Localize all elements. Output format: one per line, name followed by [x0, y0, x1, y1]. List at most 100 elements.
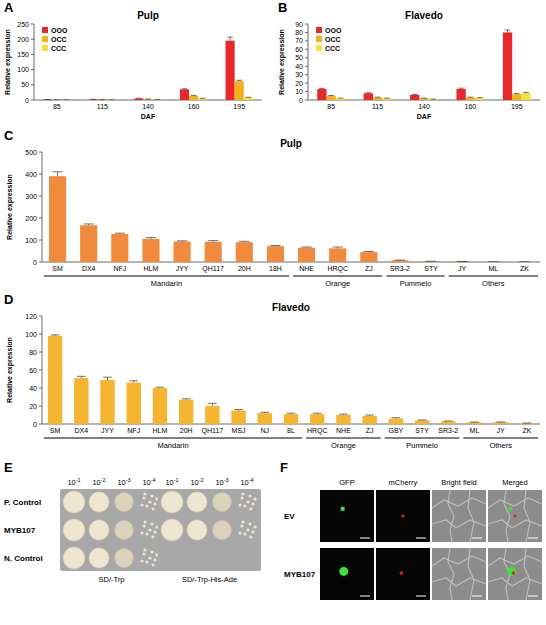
micrograph: [488, 490, 542, 542]
x-tick-label: HRQC: [327, 265, 348, 273]
error-bar: [519, 261, 529, 262]
x-tick-label: HLM: [153, 427, 168, 434]
error-cap: [338, 98, 344, 99]
error-cap: [208, 240, 218, 241]
y-axis-title: Relative expression: [4, 29, 12, 95]
chart-panel: APulp050100150200250Relative expression8…: [4, 0, 262, 120]
x-tick-label: JYY: [176, 265, 189, 272]
bar: [419, 98, 428, 100]
yeast-colony: [151, 535, 154, 538]
error-bar: [412, 94, 418, 95]
legend-swatch: [42, 36, 48, 42]
bar: [493, 422, 507, 424]
yeast-colony: [253, 497, 256, 500]
gfp-signal: [508, 507, 512, 511]
yeast-colony: [243, 532, 246, 535]
y-tick: [305, 32, 308, 33]
y-tick-label: 0: [33, 421, 37, 428]
x-tick-label: STY: [424, 265, 438, 272]
yeast-spot: [89, 548, 109, 568]
y-tick: [31, 24, 34, 25]
bar: [49, 176, 66, 262]
yeast-colony: [143, 548, 146, 551]
micrograph: [320, 548, 374, 600]
bar: [298, 248, 315, 262]
error-cap: [488, 261, 498, 262]
dilution-label: 10-1: [165, 477, 178, 487]
dilution-exponent: -3: [126, 477, 131, 483]
error-cap: [91, 99, 96, 100]
error-cap: [365, 415, 374, 416]
yeast-colony: [145, 504, 148, 507]
cell-outline: [488, 498, 542, 508]
scale-bar: [472, 596, 482, 597]
error-cap: [477, 97, 483, 98]
error-bar: [109, 99, 114, 100]
bar: [429, 99, 438, 100]
error-cap: [426, 261, 436, 262]
dilution-label: 10-3: [117, 477, 130, 487]
y-tick-label: 300: [25, 193, 37, 200]
x-tick-label: GBY: [388, 427, 403, 434]
yeast-colony: [151, 563, 154, 566]
gfp-signal: [339, 567, 348, 576]
error-bar: [145, 98, 150, 99]
yeast-spot: [187, 492, 207, 512]
y-tick: [39, 316, 42, 317]
cell-outline: [524, 548, 530, 600]
error-cap: [319, 88, 325, 89]
y-tick-label: 60: [29, 367, 37, 374]
error-cap: [418, 419, 427, 420]
yeast-colony: [140, 559, 143, 562]
bar: [391, 260, 408, 262]
dilution-base: 10: [215, 478, 223, 487]
y-tick: [305, 74, 308, 75]
column-header: Bright field: [441, 478, 476, 487]
bar: [467, 422, 481, 424]
error-cap: [328, 95, 334, 96]
row-label: MYB107: [284, 570, 316, 579]
yeast-spot: [63, 547, 85, 569]
yeast-spot: [187, 520, 207, 540]
bar: [127, 383, 141, 424]
error-cap: [505, 29, 511, 30]
y-tick: [39, 174, 42, 175]
error-cap: [470, 422, 479, 423]
error-stem: [507, 30, 508, 33]
yeast-colony: [153, 530, 156, 533]
error-bar: [418, 419, 427, 420]
error-bar: [129, 381, 138, 383]
y-tick: [305, 66, 308, 67]
cell-outline: [488, 556, 542, 566]
bar: [410, 95, 419, 100]
dilution-label: 10-2: [190, 477, 203, 487]
error-cap: [200, 98, 205, 99]
error-cap: [430, 99, 436, 100]
y-tick-label: 0: [25, 97, 29, 104]
y-tick: [305, 100, 308, 101]
yeast-colony: [238, 503, 241, 506]
legend-label: OCC: [325, 36, 341, 43]
cell-outline: [488, 520, 542, 528]
x-tick-label: JYY: [101, 427, 114, 434]
y-tick: [31, 84, 34, 85]
error-cap: [468, 97, 474, 98]
error-bar: [392, 417, 401, 419]
error-cap: [239, 241, 249, 242]
error-bar: [200, 98, 205, 99]
cell-outline: [432, 578, 486, 586]
error-bar: [100, 99, 105, 100]
error-bar: [339, 414, 348, 416]
chart-panel: BFlavedo0102030405060708090Relative expr…: [278, 0, 540, 120]
error-cap: [208, 403, 217, 404]
cell-outline: [432, 556, 486, 566]
dilution-base: 10: [142, 478, 150, 487]
y-tick: [39, 152, 42, 153]
error-cap: [129, 380, 138, 381]
cell-outline: [448, 548, 454, 600]
y-tick: [31, 54, 34, 55]
row-label: N. Control: [4, 554, 43, 563]
dilution-base: 10: [117, 478, 125, 487]
yeast-colony: [238, 531, 241, 534]
yeast-spot: [115, 549, 134, 568]
